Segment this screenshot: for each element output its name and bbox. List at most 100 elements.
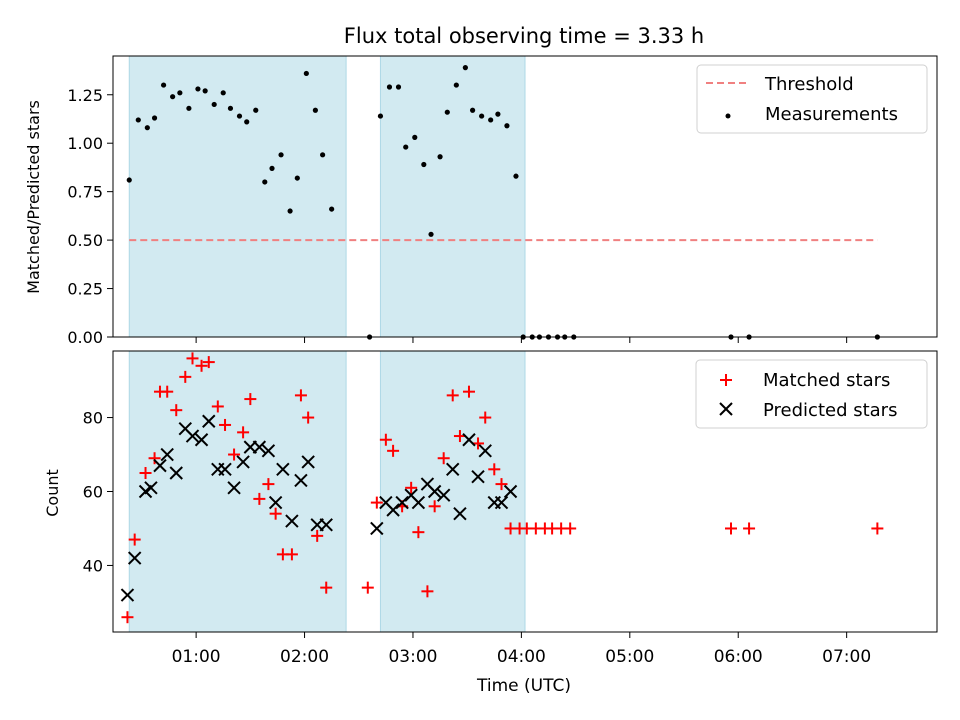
measurement-point [186, 105, 192, 111]
measurement-point [444, 109, 450, 115]
bottom-y-ticks: 40 60 80 [83, 409, 113, 575]
matched-star-point [564, 522, 577, 535]
measurement-point [462, 65, 468, 71]
matched-star-point [421, 585, 434, 598]
measurement-point [428, 231, 434, 237]
measurement-point [160, 82, 167, 88]
bottom-legend-predicted-label: Predicted stars [763, 400, 897, 421]
matched-star-point [387, 444, 400, 457]
matched-star-point [211, 400, 224, 413]
predicted-star-point [227, 481, 241, 495]
matched-star-point [237, 426, 250, 439]
measurement-point [287, 208, 293, 214]
predicted-star-point [395, 495, 409, 510]
matched-star-point [269, 507, 282, 520]
measurement-point [126, 177, 132, 183]
measurement-point [195, 86, 201, 92]
predicted-star-point [120, 588, 135, 602]
x-tick-label: 06:00 [714, 647, 763, 667]
predicted-star-point [478, 444, 492, 458]
matched-star-point [302, 411, 315, 424]
top-panel: 0.00 0.25 0.50 0.75 1.00 1.25 Matched/Predict… [24, 55, 938, 347]
matched-star-point [428, 500, 441, 513]
bottom-legend-predicted-swatch [719, 402, 733, 416]
x-tick-label: 07:00 [822, 647, 871, 667]
measurement-point [395, 84, 402, 90]
predicted-star-point [386, 503, 400, 517]
top-y-tick-label: 0.75 [67, 183, 103, 202]
predicted-star-point [218, 462, 232, 477]
measurement-point [403, 144, 409, 150]
measurement-point [495, 111, 501, 117]
top-shaded-regions [128, 55, 526, 338]
measurement-point [269, 165, 275, 171]
top-y-ticks: 0.00 0.25 0.50 0.75 1.00 1.25 [67, 86, 113, 347]
measurement-point [421, 161, 427, 168]
matched-star-point [412, 526, 425, 539]
x-axis-label: Time (UTC) [476, 676, 571, 696]
top-legend-box [696, 64, 928, 134]
predicted-star-point [494, 495, 509, 510]
matched-star-point [488, 463, 501, 476]
predicted-star-point [503, 484, 518, 499]
matched-star-point [437, 452, 450, 465]
predicted-star-point [261, 444, 276, 458]
predicted-star-point [370, 521, 384, 536]
matched-star-point [320, 581, 333, 594]
x-tick-label: 05:00 [605, 647, 654, 667]
measurement-point [412, 134, 418, 140]
matched-star-point [285, 548, 298, 561]
predicted-star-point [268, 495, 283, 510]
matched-star-point [186, 352, 199, 365]
matched-star-point [405, 481, 418, 494]
predicted-star-point [144, 481, 158, 495]
measurement-point [144, 125, 150, 131]
matched-star-point [446, 389, 459, 402]
predicted-star-point [276, 462, 290, 477]
measurement-point [513, 173, 519, 179]
measurement-point [177, 90, 183, 96]
observing-window-2 [379, 55, 526, 338]
measurement-point [253, 107, 259, 113]
bottom-legend-matched-label: Matched stars [763, 370, 890, 391]
bottom-y-tick-label: 60 [83, 483, 103, 502]
measurement-point [320, 152, 326, 158]
matched-star-point [379, 433, 392, 446]
measurement-point [135, 117, 141, 123]
predicted-star-point [471, 470, 485, 484]
measurement-point [469, 107, 476, 113]
matched-star-point [195, 359, 208, 372]
top-legend-measurement-label: Measurements [765, 104, 898, 125]
measurement-point [170, 94, 176, 100]
predicted-star-point [194, 433, 209, 447]
predicted-star-point [252, 440, 267, 454]
measurement-point [329, 206, 335, 212]
matched-star-point [262, 478, 275, 491]
matched-star-point [311, 529, 324, 542]
measurement-point [244, 119, 250, 125]
predicted-star-point [160, 447, 174, 462]
matched-star-point [871, 522, 884, 535]
top-x-ticks [195, 337, 848, 343]
top-y-tick-label: 0.50 [67, 231, 103, 250]
figure-title: Flux total observing time = 3.33 h [344, 24, 704, 48]
observing-window-1 [128, 55, 347, 338]
matched-star-point [244, 393, 257, 406]
bottom-y-axis-label: Count [43, 469, 62, 517]
predicted-star-point [462, 433, 476, 447]
x-tick-label: 03:00 [388, 647, 437, 667]
matched-star-point [361, 581, 374, 594]
matched-star-point [725, 522, 737, 535]
measurement-point [453, 82, 459, 88]
bottom-panel: 40 60 80 01:00 02:00 03:00 04:00 05:00 06:00 07:… [43, 350, 938, 696]
measurement-point [303, 70, 309, 77]
predicted-star-point [301, 455, 315, 469]
measurement-point [151, 115, 158, 121]
top-y-tick-label: 1.00 [67, 134, 103, 153]
measurement-point [377, 113, 384, 119]
measurement-point [220, 90, 226, 96]
matched-star-point [495, 478, 508, 491]
matched-star-point [294, 389, 307, 402]
top-data-points [126, 65, 880, 340]
matched-star-point [253, 492, 266, 505]
